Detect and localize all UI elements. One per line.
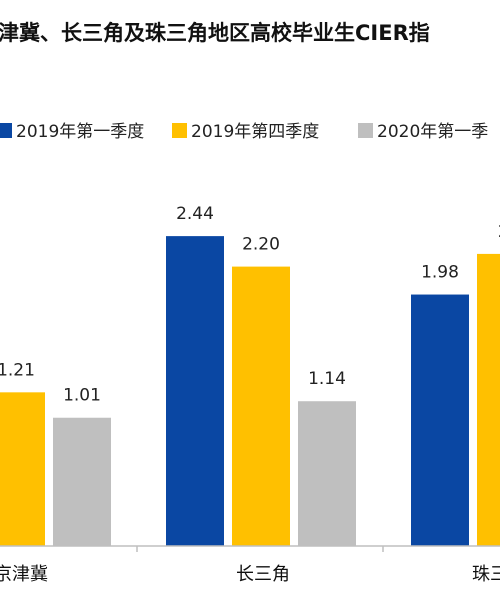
bar-1-2 bbox=[0, 392, 45, 546]
value-labels: 1.21 1.01 2.44 2.20 1.14 1.98 2. bbox=[0, 204, 500, 406]
x-axis-ticks bbox=[136, 546, 384, 552]
bar-1-3 bbox=[53, 417, 111, 546]
legend-label-3: 2020年第一季 bbox=[377, 122, 488, 142]
bar-2-1 bbox=[166, 236, 224, 546]
legend: 2019年第一季度 2019年第四季度 2020年第一季 bbox=[0, 122, 488, 142]
bars bbox=[0, 236, 500, 546]
category-label-3: 珠三角 bbox=[472, 564, 500, 585]
value-label-3-1: 1.98 bbox=[421, 263, 459, 283]
category-label-1: 京津冀 bbox=[0, 564, 48, 585]
legend-swatch-1 bbox=[0, 123, 12, 138]
bar-2-3 bbox=[298, 401, 356, 546]
chart-title: 津冀、长三角及珠三角地区高校毕业生CIER指 bbox=[0, 21, 430, 45]
category-label-2: 长三角 bbox=[236, 564, 290, 585]
legend-swatch-3 bbox=[358, 123, 373, 138]
value-label-1-2: 1.21 bbox=[0, 360, 35, 380]
legend-label-1: 2019年第一季度 bbox=[16, 122, 144, 142]
category-labels: 京津冀 长三角 珠三角 bbox=[0, 564, 500, 585]
bar-3-2 bbox=[477, 253, 500, 546]
value-label-3-2: 2. bbox=[498, 222, 500, 242]
value-label-2-1: 2.44 bbox=[176, 204, 214, 224]
value-label-1-3: 1.01 bbox=[63, 386, 101, 406]
value-label-2-2: 2.20 bbox=[242, 235, 280, 255]
legend-label-2: 2019年第四季度 bbox=[191, 122, 319, 142]
legend-swatch-2 bbox=[172, 123, 187, 138]
bar-3-1 bbox=[411, 294, 469, 546]
value-label-2-3: 1.14 bbox=[308, 369, 346, 389]
bar-2-2 bbox=[232, 266, 290, 546]
